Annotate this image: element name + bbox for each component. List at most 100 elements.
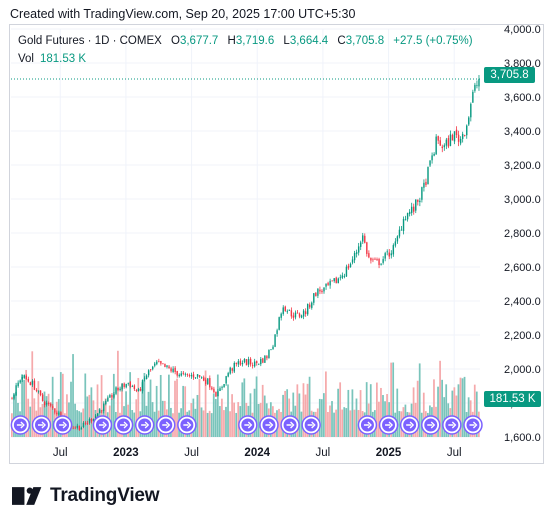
candle-body — [231, 368, 233, 371]
volume-bar — [441, 379, 443, 437]
candle-body — [227, 373, 229, 377]
candle-body — [111, 395, 113, 398]
volume-bar — [135, 399, 138, 437]
volume-bar — [359, 390, 362, 437]
volume-bar — [229, 411, 231, 437]
candle-body — [472, 91, 474, 103]
arrow-right-icon — [265, 421, 274, 429]
volume-bar — [43, 391, 46, 437]
candle-body — [437, 136, 439, 141]
volume-bar — [66, 394, 68, 437]
candle-body — [182, 372, 185, 374]
y-tick-label: 3,600.0 — [504, 92, 541, 104]
candle-body — [459, 138, 462, 144]
volume-bar — [457, 384, 460, 437]
volume-value: 181.53 K — [40, 53, 87, 65]
candle-body — [196, 374, 199, 377]
candle-body — [443, 145, 446, 148]
candle-body — [429, 160, 431, 166]
volume-bar — [304, 394, 307, 437]
close-value: 3,705.8 — [345, 35, 385, 47]
candle-body — [243, 359, 246, 363]
volume-bar — [380, 387, 382, 437]
candle-body — [288, 309, 291, 311]
candle-body — [378, 259, 380, 265]
chart-panel[interactable]: 4,000.0 3,800.0 3,600.0 3,400.0 3,200.0 3,000… — [9, 24, 544, 464]
candle-body — [392, 245, 395, 255]
volume-bar — [221, 398, 223, 437]
candle-body — [302, 310, 305, 317]
volume-bar — [227, 384, 229, 437]
candle-body — [162, 363, 164, 365]
candle-body — [86, 423, 89, 424]
candle-body — [37, 390, 40, 392]
volume-bar — [129, 372, 132, 437]
candle-body — [339, 277, 342, 279]
candle-body — [186, 374, 189, 376]
candle-body — [329, 280, 331, 286]
y-tick-label: 2,000.0 — [504, 364, 541, 376]
candle-body — [410, 206, 413, 213]
candle-body — [221, 386, 223, 388]
candle-body — [74, 427, 76, 429]
candle-body — [11, 398, 13, 400]
candle-body — [476, 85, 478, 87]
candle-body — [125, 384, 127, 388]
candle-body — [455, 129, 458, 135]
candle-body — [351, 259, 354, 263]
y-tick-label: 3,400.0 — [504, 126, 541, 138]
candle-body — [241, 362, 244, 365]
candle-body — [145, 375, 148, 379]
candle-body — [209, 378, 211, 388]
candle-body — [249, 358, 252, 365]
candle-body — [72, 427, 74, 429]
candle-body — [419, 200, 421, 203]
candle-body — [33, 380, 36, 390]
candle-body — [345, 266, 348, 277]
candle-body — [58, 412, 60, 415]
candle-body — [368, 253, 370, 258]
candle-body — [92, 419, 95, 421]
candle-body — [370, 257, 372, 261]
candle-body — [355, 252, 358, 254]
candle-body — [408, 211, 411, 214]
volume-bar — [284, 390, 286, 437]
volume-bar — [343, 407, 346, 437]
volume-bar — [13, 392, 15, 437]
candle-body — [52, 406, 54, 409]
volume-bar — [31, 351, 34, 437]
candle-body — [272, 346, 274, 350]
tradingview-brand[interactable]: TradingView — [12, 484, 160, 508]
arrow-right-icon — [448, 421, 457, 429]
volume-bar — [137, 377, 140, 437]
candle-body — [200, 377, 203, 379]
volume-bar — [335, 409, 337, 437]
candlestick-chart[interactable]: 4,000.03,800.03,600.03,400.03,200.03,000… — [10, 25, 545, 465]
volume-bar — [133, 412, 136, 437]
candle-body — [380, 263, 382, 265]
volume-bar — [29, 406, 32, 437]
arrow-right-icon — [120, 421, 129, 429]
candle-body — [260, 358, 262, 365]
volume-bar — [292, 392, 295, 437]
y-tick-label: 2,600.0 — [504, 262, 541, 274]
candle-body — [374, 258, 376, 260]
candle-body — [207, 378, 209, 385]
volume-bar — [37, 381, 40, 437]
high-value: 3,719.6 — [235, 35, 275, 47]
volume-bar — [445, 384, 448, 437]
volume-bar — [86, 396, 89, 437]
candle-body — [353, 253, 356, 261]
volume-bar — [23, 380, 25, 437]
arrow-right-icon — [98, 421, 107, 429]
arrow-right-icon — [286, 421, 295, 429]
y-tick-label: 2,400.0 — [504, 296, 541, 308]
last-price-tag: 3,705.8 — [484, 67, 535, 83]
candle-body — [315, 292, 317, 297]
candle-body — [180, 373, 182, 376]
x-tick-label: 2025 — [376, 447, 402, 459]
candle-body — [25, 375, 28, 380]
candle-body — [105, 400, 107, 405]
volume-bar — [196, 394, 199, 437]
candle-body — [347, 265, 350, 269]
